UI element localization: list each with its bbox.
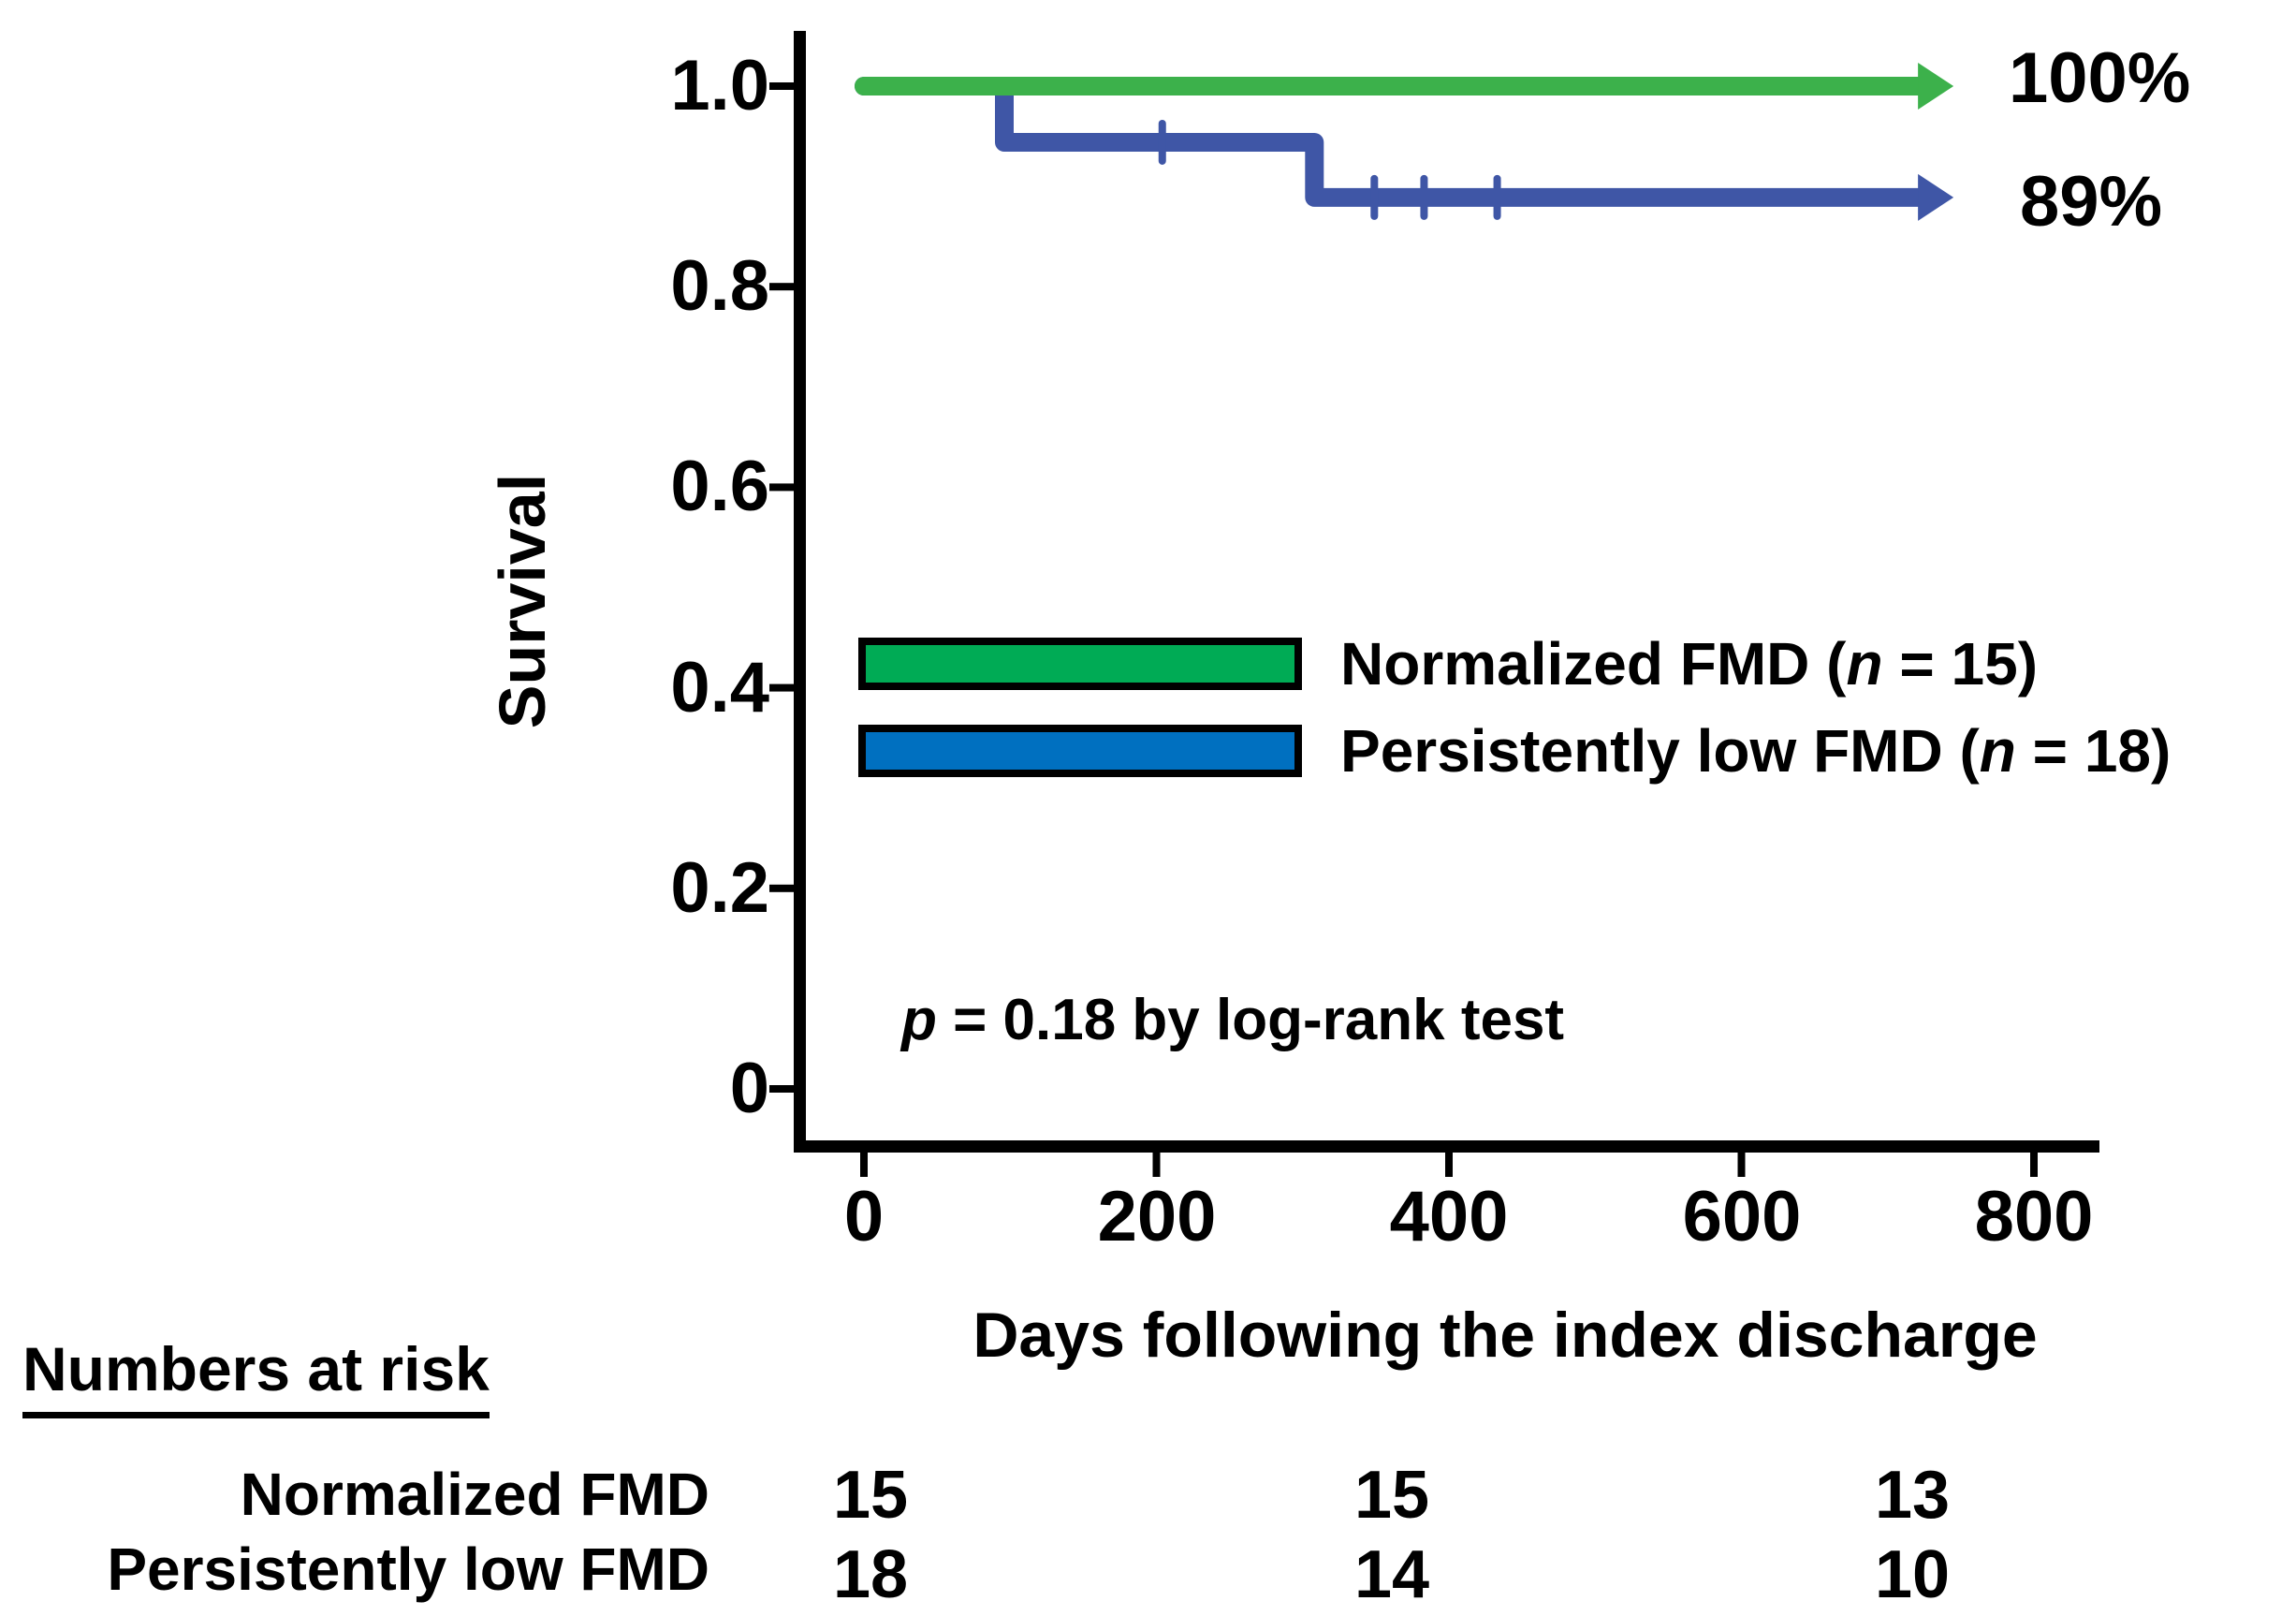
survival-percent-normalized: 100%	[2009, 38, 2191, 118]
legend-swatch-persistently-low-fmd	[858, 725, 1302, 777]
x-tick-label-200: 200	[1097, 1177, 1217, 1256]
x-tick-label-400: 400	[1389, 1177, 1509, 1256]
y-tick-label-1.0: 1.0	[670, 46, 769, 125]
legend-label-count: = 18)	[2015, 717, 2172, 785]
y-tick-label-0.6: 0.6	[670, 447, 769, 526]
legend-label-n-italic: n	[1979, 717, 2016, 785]
legend-label-text: Persistently low FMD (	[1340, 717, 1980, 785]
p-text: = 0.18 by log-rank test	[936, 988, 1565, 1052]
y-tick-label-0.8: 0.8	[670, 246, 769, 326]
risk-count: 14	[1353, 1537, 1430, 1612]
x-tick-label-600: 600	[1682, 1177, 1802, 1256]
legend-swatch-normalized-fmd	[858, 638, 1302, 690]
legend-label-persistently-low-fmd: Persistently low FMD (n = 18)	[1340, 713, 2171, 788]
y-tick-label-0.4: 0.4	[670, 648, 769, 727]
risk-count: 15	[1353, 1458, 1430, 1533]
risk-count: 18	[832, 1537, 909, 1612]
legend-label-n-italic: n	[1846, 630, 1883, 698]
risk-row-label-persistent: Persistently low FMD	[107, 1535, 709, 1603]
p-symbol: p	[901, 988, 937, 1052]
survival-percent-persistent: 89%	[2020, 162, 2163, 242]
risk-count: 10	[1874, 1537, 1951, 1612]
x-tick-label-0: 0	[843, 1177, 885, 1256]
legend-label-normalized-fmd: Normalized FMD (n = 15)	[1340, 626, 2038, 701]
numbers-at-risk-header-wrap: Numbers at risk	[22, 1328, 490, 1418]
risk-count: 15	[832, 1458, 909, 1533]
x-axis-title: Days following the index discharge	[973, 1300, 2038, 1371]
risk-row-label-normalized: Normalized FMD	[240, 1461, 709, 1528]
y-tick-label-0: 0	[729, 1049, 769, 1128]
x-tick-label-800: 800	[1974, 1177, 2094, 1256]
log-rank-annotation: p = 0.18 by log-rank test	[901, 983, 1564, 1058]
risk-count: 13	[1874, 1458, 1951, 1533]
legend-label-count: = 15)	[1882, 630, 2038, 698]
y-axis-title: Survival	[486, 473, 559, 729]
numbers-at-risk-title: Numbers at risk	[22, 1328, 490, 1418]
legend-label-text: Normalized FMD (	[1340, 630, 1847, 698]
y-tick-label-0.2: 0.2	[670, 848, 769, 928]
